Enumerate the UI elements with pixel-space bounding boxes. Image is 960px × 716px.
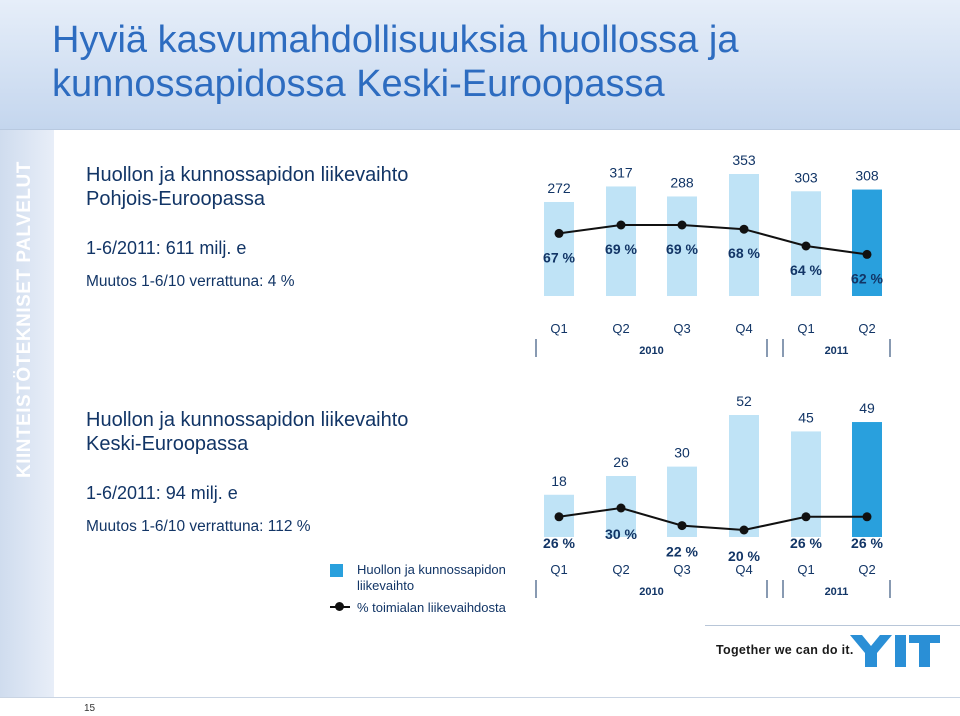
percent-point-1 — [616, 503, 626, 513]
x-tick-5: Q2 — [858, 321, 875, 336]
bar-label-0: 272 — [547, 180, 571, 196]
bar-0 — [544, 201, 574, 296]
x-tick-3: Q4 — [735, 562, 752, 577]
slogan: Together we can do it. — [716, 643, 854, 657]
percent-label-4: 64 % — [790, 262, 822, 278]
bar-label-4: 303 — [794, 169, 818, 185]
north-heading: Huollon ja kunnossapidon liikevaihto Poh… — [86, 163, 408, 211]
percent-label-4: 26 % — [790, 535, 822, 551]
percent-label-3: 68 % — [728, 245, 760, 261]
bar-2 — [667, 196, 697, 296]
percent-line — [558, 506, 867, 532]
x-tick-2: Q3 — [673, 562, 690, 577]
percent-point-1 — [616, 220, 626, 230]
legend-bar-label-2: liikevaihto — [357, 578, 415, 593]
x-tick-3: Q4 — [735, 321, 752, 336]
bar-label-1: 26 — [613, 454, 629, 470]
x-tick-4: Q1 — [797, 321, 814, 336]
percent-point-3 — [739, 525, 749, 535]
chart-north: 272 Q1 317 Q2 288 Q3 353 Q4 303 Q1 308 Q2 67 % 69 % 69… — [520, 140, 900, 360]
legend-bar-swatch — [330, 564, 343, 577]
logo-divider — [705, 625, 960, 626]
x-tick-4: Q1 — [797, 562, 814, 577]
bar-label-2: 288 — [670, 174, 694, 190]
bar-label-2: 30 — [674, 445, 690, 461]
north-change: Muutos 1-6/10 verrattuna: 4 % — [86, 273, 295, 290]
x-tick-0: Q1 — [550, 562, 567, 577]
percent-label-1: 69 % — [605, 241, 637, 257]
percent-point-4 — [801, 241, 811, 251]
bar-label-5: 49 — [859, 400, 875, 416]
percent-label-1: 30 % — [605, 526, 637, 542]
north-europe-block: Huollon ja kunnossapidon liikevaihto Poh… — [86, 163, 408, 291]
legend-bar-label-1: Huollon ja kunnossapidon — [357, 562, 506, 577]
side-band — [0, 130, 54, 698]
central-heading: Huollon ja kunnossapidon liikevaihto Kes… — [86, 408, 408, 456]
percent-label-3: 20 % — [728, 548, 760, 564]
percent-point-3 — [739, 224, 749, 234]
page-number: 15 — [84, 703, 96, 714]
percent-point-2 — [677, 220, 687, 230]
page-title: Hyviä kasvumahdollisuuksia huollossa ja … — [52, 19, 739, 105]
percent-label-2: 22 % — [666, 544, 698, 560]
x-tick-5: Q2 — [858, 562, 875, 577]
group-label-1: 2011 — [825, 586, 849, 598]
bar-1 — [606, 186, 636, 296]
bar-5 — [852, 189, 882, 296]
x-tick-1: Q2 — [612, 562, 629, 577]
bar-3 — [729, 415, 759, 537]
yit-logo — [850, 635, 940, 667]
x-tick-1: Q2 — [612, 321, 629, 336]
percent-line — [558, 224, 868, 256]
percent-point-0 — [554, 512, 564, 522]
header-band: Hyviä kasvumahdollisuuksia huollossa ja … — [0, 0, 960, 130]
group-label-0: 2010 — [639, 345, 663, 357]
central-heading-line2: Keski-Euroopassa — [86, 433, 249, 455]
percent-label-2: 69 % — [666, 241, 698, 257]
percent-label-5: 26 % — [851, 535, 883, 551]
bar-3 — [729, 174, 759, 296]
percent-point-4 — [801, 512, 811, 522]
legend-line-marker — [335, 602, 344, 611]
bar-label-3: 52 — [736, 393, 752, 409]
x-tick-2: Q3 — [673, 321, 690, 336]
percent-label-0: 67 % — [543, 249, 575, 265]
group-label-1: 2011 — [825, 345, 849, 357]
bar-label-5: 308 — [855, 168, 879, 184]
central-change: Muutos 1-6/10 verrattuna: 112 % — [86, 518, 311, 535]
percent-label-0: 26 % — [543, 535, 575, 551]
central-total: 1-6/2011: 94 milj. e — [86, 483, 238, 503]
percent-point-5 — [862, 249, 872, 259]
central-heading-line1: Huollon ja kunnossapidon liikevaihto — [86, 409, 409, 431]
bar-label-4: 45 — [798, 409, 814, 425]
x-tick-0: Q1 — [550, 321, 567, 336]
group-label-0: 2010 — [639, 586, 663, 598]
central-europe-block: Huollon ja kunnossapidon liikevaihto Kes… — [86, 408, 408, 536]
percent-point-0 — [554, 228, 564, 238]
north-heading-line1: Huollon ja kunnossapidon liikevaihto — [86, 164, 409, 186]
side-label: KIINTEISTÖTEKNISET PALVELUT — [14, 161, 35, 478]
percent-point-2 — [677, 521, 687, 531]
chart-north-svg: 272 Q1 317 Q2 288 Q3 353 Q4 303 Q1 308 Q2 67 % 69 % 69… — [535, 152, 891, 357]
legend-line-label: % toimialan liikevaihdosta — [357, 600, 506, 615]
chart-central-svg: 18 Q1 26 Q2 30 Q3 52 Q4 45 Q1 49 Q2 26 % 30 % 22 % 20 %… — [535, 393, 891, 598]
north-total: 1-6/2011: 611 milj. e — [86, 238, 247, 258]
chart-central: 18 Q1 26 Q2 30 Q3 52 Q4 45 Q1 49 Q2 26 % 30 % 22 % 20 %… — [520, 385, 900, 610]
bar-label-1: 317 — [609, 164, 633, 180]
percent-label-5: 62 % — [851, 270, 883, 286]
bar-label-0: 18 — [551, 473, 567, 489]
footer-divider — [0, 697, 960, 698]
north-heading-line2: Pohjois-Euroopassa — [86, 188, 265, 210]
bar-label-3: 353 — [732, 152, 756, 168]
percent-point-5 — [862, 512, 872, 522]
